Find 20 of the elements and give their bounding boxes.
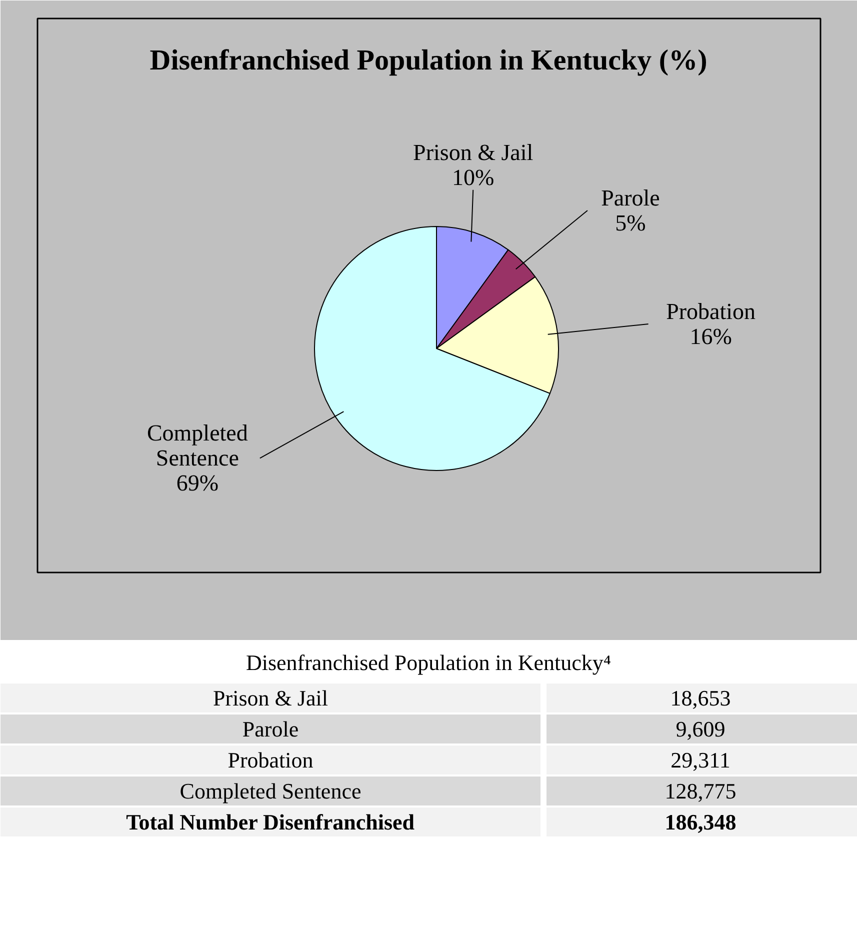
data-label: 5% (615, 210, 646, 236)
text: Probation (228, 748, 314, 772)
slice-label: Parole (601, 185, 660, 210)
text: 186,348 (664, 810, 736, 834)
text: 18,653 (670, 686, 731, 710)
text: 128,775 (664, 778, 736, 804)
text: 29,311 (670, 748, 730, 772)
slice-label: Probation (666, 299, 756, 324)
text: Prison & Jail (213, 686, 328, 710)
data-label: 10% (452, 164, 494, 190)
text: 9,609 (676, 716, 726, 742)
text: Total Number Disenfranchised (126, 810, 415, 834)
data-label: 69% (176, 470, 219, 496)
slice-label: Prison & Jail (413, 140, 534, 165)
data-label: 16% (690, 324, 732, 350)
text: Disenfranchised Population in Kentucky⁴ (246, 650, 612, 675)
chart-title: Disenfranchised Population in Kentucky (%) (150, 44, 708, 76)
text: Parole (242, 716, 299, 742)
slice-label: Completed Sentence (146, 420, 248, 471)
text: Completed Sentence (180, 778, 362, 804)
